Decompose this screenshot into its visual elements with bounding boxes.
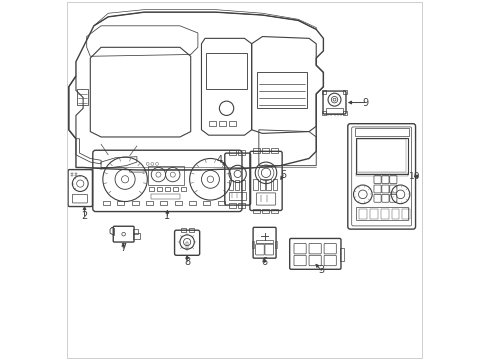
Bar xyxy=(151,194,180,199)
Bar xyxy=(238,203,244,208)
Bar xyxy=(131,201,139,205)
Bar xyxy=(354,129,408,135)
Bar xyxy=(217,201,224,205)
Bar xyxy=(321,111,325,116)
Bar xyxy=(165,187,169,191)
Text: 2: 2 xyxy=(81,211,87,221)
Bar xyxy=(228,180,233,190)
Bar xyxy=(157,187,162,191)
Bar xyxy=(266,179,270,190)
Bar xyxy=(147,166,183,185)
Bar xyxy=(357,139,405,172)
Bar xyxy=(402,209,409,219)
Text: 9: 9 xyxy=(361,98,367,108)
Bar xyxy=(272,179,277,190)
Bar xyxy=(339,248,343,261)
Bar xyxy=(188,201,196,205)
Bar xyxy=(253,148,260,153)
Bar xyxy=(74,173,77,174)
Bar xyxy=(343,90,346,94)
Bar xyxy=(77,89,88,105)
Bar xyxy=(145,201,153,205)
Bar xyxy=(325,108,343,114)
Bar xyxy=(188,228,194,231)
Bar xyxy=(203,201,210,205)
Bar xyxy=(117,201,124,205)
Bar xyxy=(74,175,77,176)
Text: 3: 3 xyxy=(318,265,324,275)
Bar xyxy=(102,201,110,205)
Bar xyxy=(229,192,245,200)
Bar xyxy=(71,175,73,176)
Bar xyxy=(208,121,215,126)
Bar xyxy=(253,209,260,213)
Text: 6: 6 xyxy=(261,257,267,267)
Bar xyxy=(241,180,244,190)
Bar xyxy=(174,201,182,205)
Bar xyxy=(369,209,377,219)
Bar xyxy=(251,241,254,248)
Bar xyxy=(355,173,407,176)
Bar xyxy=(173,187,178,191)
Bar xyxy=(274,241,277,248)
Bar xyxy=(206,53,246,89)
Bar xyxy=(260,179,264,190)
Bar xyxy=(238,150,244,154)
Text: 5: 5 xyxy=(280,170,286,180)
Bar xyxy=(355,138,407,174)
Bar xyxy=(229,203,235,208)
Bar xyxy=(391,209,399,219)
Text: 1: 1 xyxy=(164,211,170,221)
Bar xyxy=(180,228,185,231)
Bar xyxy=(71,173,73,174)
Bar xyxy=(256,240,272,243)
Bar xyxy=(262,209,268,213)
Bar xyxy=(359,209,366,219)
Bar xyxy=(262,148,268,153)
Bar xyxy=(160,201,167,205)
Bar xyxy=(343,111,346,116)
Bar xyxy=(234,180,239,190)
Bar xyxy=(218,121,225,126)
Bar xyxy=(133,233,140,239)
Bar xyxy=(380,209,388,219)
Bar xyxy=(229,150,235,154)
Bar xyxy=(321,90,325,94)
Text: 8: 8 xyxy=(183,257,190,267)
Text: 10: 10 xyxy=(408,172,420,181)
Bar xyxy=(271,209,277,213)
Bar xyxy=(257,72,306,108)
Bar xyxy=(271,148,277,153)
Bar xyxy=(149,187,154,191)
Bar xyxy=(133,229,138,234)
Bar xyxy=(355,207,407,220)
Bar xyxy=(253,179,258,190)
Bar xyxy=(181,187,185,191)
Text: 7: 7 xyxy=(120,243,126,253)
Text: 4: 4 xyxy=(217,155,223,165)
Bar xyxy=(228,121,235,126)
Bar xyxy=(185,242,188,249)
